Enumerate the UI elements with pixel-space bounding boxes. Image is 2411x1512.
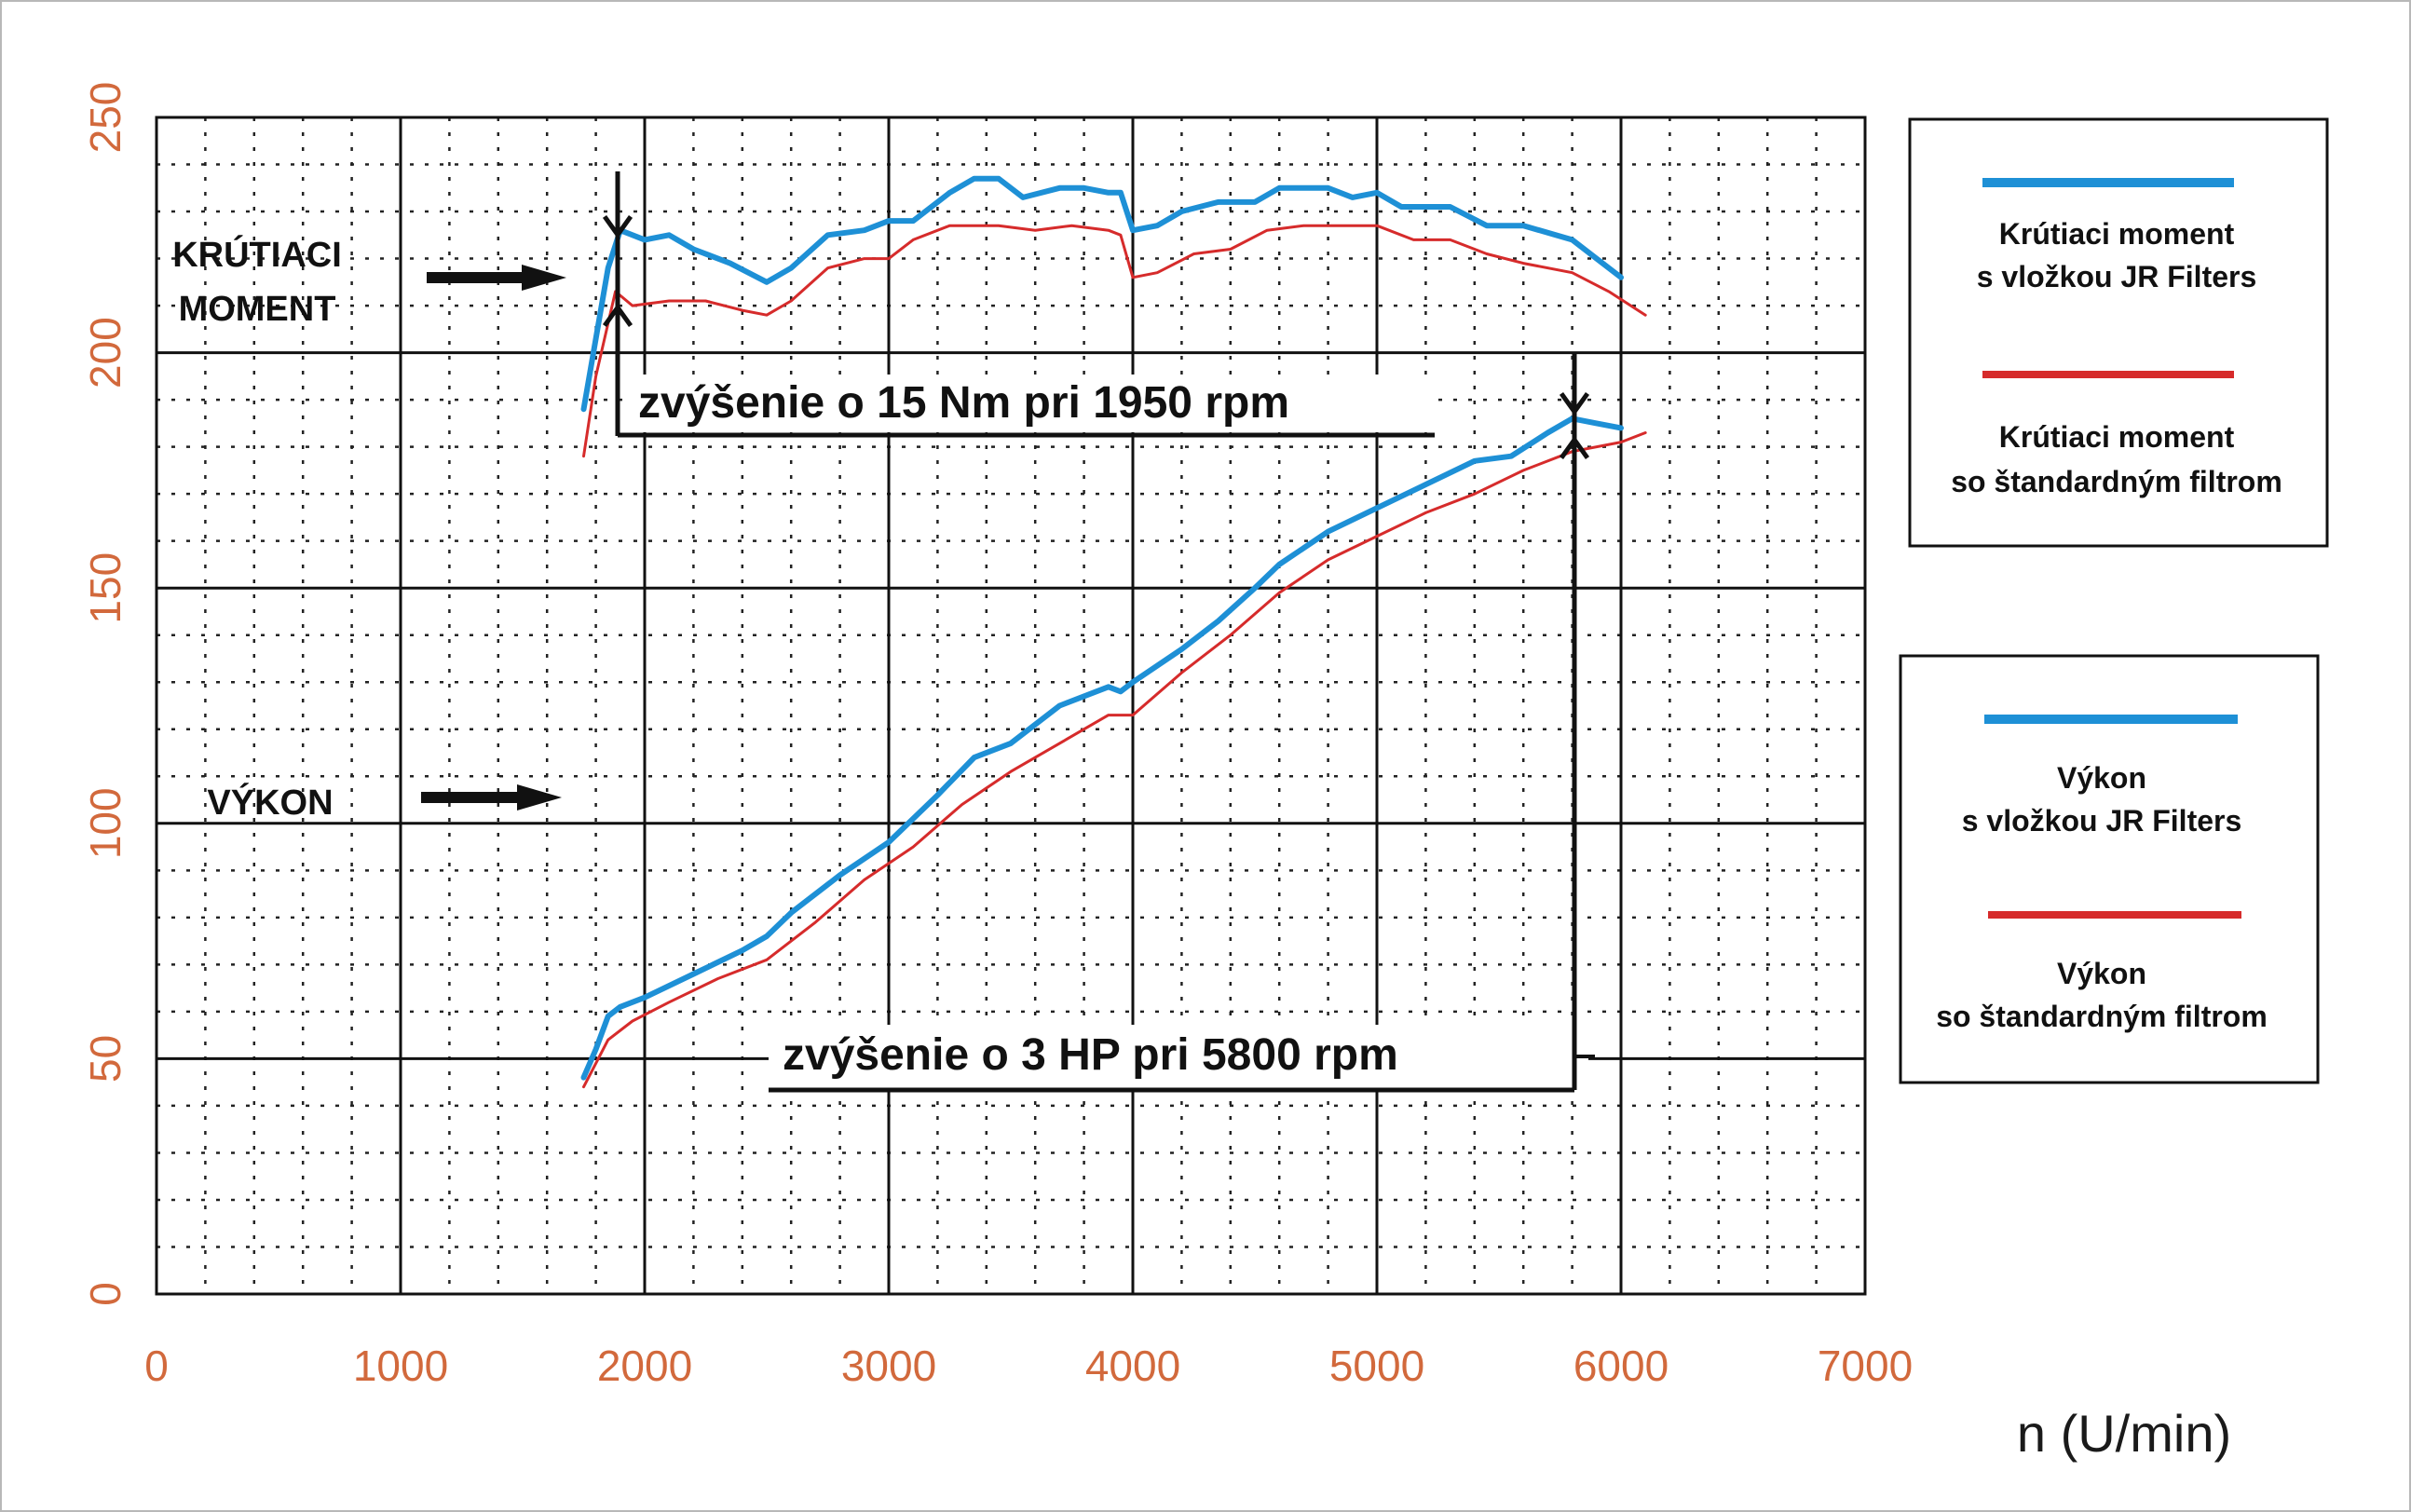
x-tick-label: 4000 bbox=[1085, 1342, 1180, 1390]
legend-power-std-line1: Výkon bbox=[2057, 957, 2146, 990]
y-tick-label: 50 bbox=[81, 1035, 129, 1083]
torque-side-label-line1: KRÚTIACI bbox=[172, 234, 342, 275]
x-tick-label: 5000 bbox=[1329, 1342, 1424, 1390]
power-side-label: VÝKON bbox=[207, 782, 333, 823]
legend-power-box bbox=[1899, 654, 2320, 1084]
power-gain-annotation: zvýšenie o 3 HP pri 5800 rpm bbox=[783, 1030, 1398, 1080]
torque-gain-bracket bbox=[602, 171, 1435, 438]
torque-arrow bbox=[427, 265, 566, 291]
torque-gain-annotation: zvýšenie o 15 Nm pri 1950 rpm bbox=[638, 378, 1289, 428]
bracket-arrowhead bbox=[1559, 435, 1590, 460]
y-tick-label: 100 bbox=[81, 787, 129, 859]
power-arrow bbox=[421, 784, 562, 810]
y-tick-labels: 0 50 100 150 200 250 bbox=[81, 82, 129, 1306]
y-tick-label: 250 bbox=[81, 82, 129, 154]
x-tick-label: 7000 bbox=[1818, 1342, 1913, 1390]
legend-power-std-line2: so štandardným filtrom bbox=[1936, 1000, 2268, 1033]
legend-torque-box bbox=[1908, 117, 2329, 548]
series-layer bbox=[580, 175, 1647, 1089]
y-tick-label: 150 bbox=[81, 552, 129, 624]
torque-side-label-line2: MOMENT bbox=[179, 290, 336, 329]
x-tick-label: 6000 bbox=[1573, 1342, 1669, 1390]
power-gain-box bbox=[769, 1025, 1588, 1088]
major-grid bbox=[157, 117, 1865, 1294]
series-power-std-line bbox=[582, 431, 1647, 1089]
minor-grid bbox=[157, 117, 1865, 1294]
plot-frame bbox=[155, 116, 1867, 1296]
legend-torque-std-line2: so štandardným filtrom bbox=[1951, 465, 2282, 498]
legend-power-jr-line1: Výkon bbox=[2057, 761, 2146, 795]
legend-torque-std-line1: Krútiaci moment bbox=[1999, 420, 2235, 454]
x-tick-label: 3000 bbox=[841, 1342, 936, 1390]
power-gain-bracket bbox=[769, 354, 1595, 1093]
bracket-arrowhead bbox=[1559, 391, 1590, 416]
x-tick-labels: 0 1000 2000 3000 4000 5000 6000 7000 bbox=[144, 1342, 1913, 1390]
x-tick-label: 2000 bbox=[597, 1342, 692, 1390]
series-power-jr-line bbox=[580, 415, 1624, 1081]
legend-torque-jr-line2: s vložkou JR Filters bbox=[1977, 260, 2257, 293]
series-torque-std-line bbox=[582, 224, 1647, 458]
x-tick-label: 0 bbox=[144, 1342, 169, 1390]
x-tick-label: 1000 bbox=[353, 1342, 448, 1390]
legend-power-jr-line2: s vložkou JR Filters bbox=[1962, 804, 2242, 838]
y-tick-label: 200 bbox=[81, 317, 129, 388]
x-axis-label: n (U/min) bbox=[2017, 1404, 2231, 1463]
legend-power: Výkon s vložkou JR Filters Výkon so štan… bbox=[1899, 654, 2320, 1084]
bracket-arrowhead bbox=[602, 214, 633, 239]
bracket-arrowhead bbox=[602, 303, 633, 328]
series-torque-jr-line bbox=[580, 175, 1624, 413]
legend-torque: Krútiaci moment s vložkou JR Filters Krú… bbox=[1908, 117, 2329, 548]
torque-gain-box bbox=[624, 375, 1435, 432]
y-tick-label: 0 bbox=[81, 1282, 129, 1306]
legend-torque-jr-line1: Krútiaci moment bbox=[1999, 217, 2235, 251]
